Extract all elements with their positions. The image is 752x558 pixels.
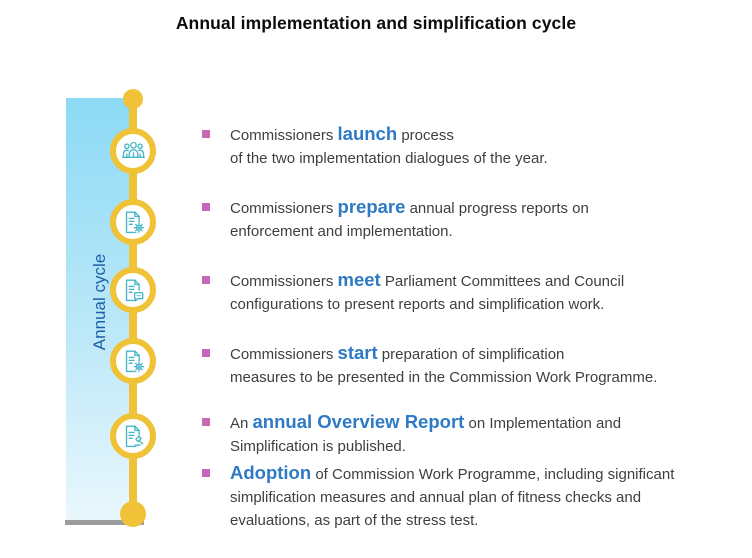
list-item: Commissioners start preparation of simpl… xyxy=(201,341,736,389)
bullet-marker xyxy=(202,203,210,211)
page-title: Annual implementation and simplification… xyxy=(175,13,577,33)
document-gear-icon xyxy=(120,209,144,233)
document-gavel-icon xyxy=(120,423,144,447)
bullet-marker xyxy=(202,469,210,477)
timeline-start-dot xyxy=(123,89,143,109)
timeline-label: Annual cycle xyxy=(90,253,109,351)
timeline-node xyxy=(110,128,156,174)
document-gear-icon xyxy=(120,348,144,372)
keyword: prepare xyxy=(337,196,406,217)
timeline-node xyxy=(110,338,156,384)
bullet-text: Commissioners prepare annual progress re… xyxy=(230,196,589,240)
list-item: Commissioners launch process of the two i… xyxy=(201,122,736,170)
keyword: launch xyxy=(337,123,398,144)
keyword: annual Overview Report xyxy=(252,411,465,432)
bullet-marker xyxy=(202,276,210,284)
timeline-node xyxy=(110,413,156,459)
list-item: Adoption of Commission Work Programme, i… xyxy=(201,461,736,532)
bullet-marker xyxy=(202,349,210,357)
timeline-node xyxy=(110,267,156,313)
bullet-text: Adoption of Commission Work Programme, i… xyxy=(230,462,675,529)
list-item: Commissioners prepare annual progress re… xyxy=(201,195,736,243)
list-item: An annual Overview Report on Implementat… xyxy=(201,410,736,458)
keyword: start xyxy=(337,342,378,363)
timeline-end-dot xyxy=(120,501,146,527)
timeline-node xyxy=(110,199,156,245)
keyword: Adoption xyxy=(230,462,312,483)
timeline-base-bar xyxy=(65,520,144,525)
document-chat-icon xyxy=(120,277,144,302)
group-icon xyxy=(120,138,147,165)
list-item: Commissioners meet Parliament Committees… xyxy=(201,268,736,316)
bullet-text: Commissioners start preparation of simpl… xyxy=(230,342,658,386)
keyword: meet xyxy=(337,269,381,290)
bullet-text: An annual Overview Report on Implementat… xyxy=(230,411,622,455)
bullet-text: Commissioners meet Parliament Committees… xyxy=(230,269,625,313)
bullet-text: Commissioners launch process of the two i… xyxy=(230,123,548,167)
bullet-marker xyxy=(202,418,210,426)
bullet-marker xyxy=(202,130,210,138)
